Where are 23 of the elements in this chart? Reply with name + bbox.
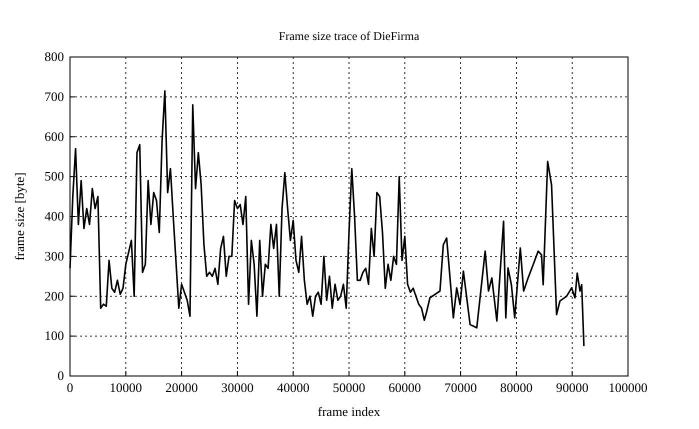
y-tick-label: 100 bbox=[44, 328, 64, 344]
x-tick-label: 60000 bbox=[388, 380, 422, 395]
x-axis-title: frame index bbox=[318, 404, 381, 419]
x-tick-label: 20000 bbox=[165, 380, 198, 395]
y-tick-label: 200 bbox=[44, 288, 64, 304]
x-tick-label: 80000 bbox=[500, 380, 533, 395]
chart-title: Frame size trace of DieFirma bbox=[278, 29, 420, 43]
x-tick-label: 70000 bbox=[444, 380, 477, 395]
x-tick-label: 30000 bbox=[221, 380, 254, 395]
y-tick-label: 0 bbox=[58, 368, 64, 383]
y-axis-title: frame size [byte] bbox=[12, 172, 27, 261]
x-tick-label: 50000 bbox=[332, 380, 366, 395]
x-tick-label: 100000 bbox=[608, 380, 648, 395]
x-tick-label: 90000 bbox=[556, 380, 588, 395]
y-tick-label: 800 bbox=[44, 49, 64, 64]
y-tick-label: 600 bbox=[44, 128, 64, 144]
y-tick-label: 300 bbox=[44, 248, 64, 264]
x-tick-label: 0 bbox=[66, 380, 74, 395]
y-tick-label: 500 bbox=[44, 168, 64, 184]
y-tick-label: 700 bbox=[44, 88, 64, 104]
y-tick-label: 400 bbox=[44, 208, 64, 224]
x-tick-label: 40000 bbox=[276, 380, 310, 395]
x-tick-label: 10000 bbox=[110, 380, 142, 395]
